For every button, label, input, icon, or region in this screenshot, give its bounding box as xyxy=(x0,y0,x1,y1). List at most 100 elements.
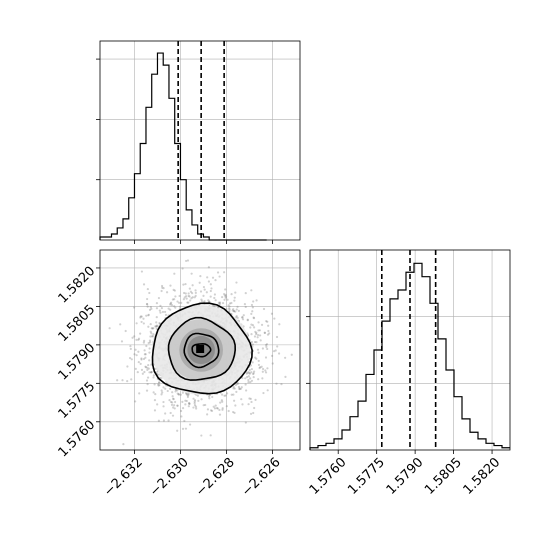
bl-scatter-point xyxy=(148,308,152,311)
bl-scatter-point xyxy=(194,289,197,292)
bl-scatter-point xyxy=(230,293,233,296)
bl-scatter-point xyxy=(157,296,161,300)
bl-scatter-point xyxy=(171,414,175,417)
bl-scatter-point xyxy=(236,316,239,319)
bl-scatter-point xyxy=(163,310,167,314)
bl-scatter-point xyxy=(227,307,230,310)
bl-scatter-point xyxy=(220,399,223,402)
bl-frame xyxy=(99,249,301,451)
bl-scatter-point xyxy=(223,271,226,274)
bl-scatter-point xyxy=(200,434,203,437)
bl-scatter-point xyxy=(155,324,159,327)
bl-scatter-point xyxy=(188,423,192,426)
bl-scatter-point xyxy=(129,345,132,348)
bl-contour-mid xyxy=(167,316,237,381)
bl-scatter-point xyxy=(199,290,203,293)
bl-scatter-point xyxy=(119,323,122,326)
bl-scatter-point xyxy=(249,364,253,367)
bl-scatter-point xyxy=(191,284,194,287)
bl-scatter-point xyxy=(284,375,287,378)
bl-scatter-point xyxy=(246,318,249,321)
bl-scatter-point xyxy=(186,259,190,262)
bl-scatter-point xyxy=(192,406,195,409)
bl-scatter-point xyxy=(154,325,157,328)
bl-scatter-point xyxy=(147,313,150,316)
bl-scatter-point xyxy=(160,393,163,396)
bl-scatter-point xyxy=(252,372,255,376)
bl-scatter-point xyxy=(189,290,193,293)
bl-scatter-point xyxy=(254,398,257,401)
bl-scatter-point xyxy=(228,302,232,305)
bl-scatter-point xyxy=(209,434,212,437)
bl-scatter-point xyxy=(137,360,140,364)
bl-scatter-point xyxy=(248,372,251,375)
bl-scatter-point xyxy=(257,351,260,354)
bl-scatter-point xyxy=(245,372,248,375)
bl-scatter-point xyxy=(151,327,154,330)
bl-scatter-point xyxy=(247,403,250,406)
bl-scatter-point xyxy=(159,304,162,307)
bl-scatter-point xyxy=(260,365,263,368)
bl-scatter-point xyxy=(187,301,190,304)
bl-scatter-point xyxy=(215,407,219,410)
bl-scatter-point xyxy=(235,308,238,311)
bl-scatter-point xyxy=(207,300,211,303)
bl-scatter-point xyxy=(146,368,149,372)
bl-scatter-point xyxy=(275,335,279,339)
bl-scatter-point xyxy=(171,401,174,404)
bl-scatter-point xyxy=(241,316,244,319)
bl-scatter-point xyxy=(168,387,172,390)
bl-scatter-point xyxy=(209,295,212,298)
bl-scatter-point xyxy=(223,394,226,397)
bl-scatter-point xyxy=(157,381,161,384)
bl-scatter-point xyxy=(160,289,163,293)
bl-scatter-point xyxy=(176,404,179,407)
bl-scatter-point xyxy=(150,307,153,310)
bl-scatter-point xyxy=(191,292,194,295)
bl-scatter-point xyxy=(241,403,244,406)
bl-scatter-point xyxy=(152,327,155,330)
bl-scatter-point xyxy=(249,397,252,400)
bl-scatter-point xyxy=(224,288,227,291)
bl-scatter-point xyxy=(167,419,170,422)
bl-scatter-point xyxy=(150,371,153,374)
bl-scatter-point xyxy=(187,294,190,298)
bl-scatter-point xyxy=(271,354,274,358)
bl-scatter-point xyxy=(258,329,261,332)
bl-scatter-point xyxy=(184,427,188,430)
bl-scatter-point xyxy=(194,291,197,294)
bl-scatter-point xyxy=(225,405,228,408)
bl-scatter-point xyxy=(184,403,187,406)
bl-xtick-label: −2.626 xyxy=(239,455,284,500)
bl-scatter-point xyxy=(134,348,137,351)
bl-scatter-point xyxy=(153,399,157,402)
bl-scatter-point xyxy=(251,324,255,327)
bl-scatter-point xyxy=(146,303,149,306)
bl-scatter-point xyxy=(155,307,159,310)
bl-scatter-point xyxy=(240,386,243,389)
br-histogram-step xyxy=(309,262,510,450)
bl-scatter-point xyxy=(267,324,270,327)
bl-scatter-point xyxy=(140,357,143,360)
bl-scatter-point xyxy=(221,295,224,299)
bl-scatter-point xyxy=(191,296,194,299)
bl-scatter-point xyxy=(241,377,244,380)
bl-scatter-point xyxy=(181,391,184,394)
bl-scatter-point xyxy=(77,414,79,416)
bl-scatter-point xyxy=(214,279,217,282)
bl-scatter-point xyxy=(221,400,224,403)
bl-scatter-point xyxy=(250,333,253,336)
bl-scatter-point xyxy=(218,408,221,412)
bl-scatter-point xyxy=(206,276,209,279)
bl-scatter-point xyxy=(174,306,177,309)
bl-scatter-point xyxy=(181,406,185,410)
bl-scatter-point xyxy=(178,305,182,308)
bl-scatter-point xyxy=(142,341,145,344)
bl-scatter-point xyxy=(155,316,158,319)
bl-xtick-label: −2.628 xyxy=(193,455,238,500)
bl-scatter-point xyxy=(214,404,217,407)
bl-scatter-point xyxy=(266,389,269,392)
bl-scatter-point xyxy=(250,379,254,382)
